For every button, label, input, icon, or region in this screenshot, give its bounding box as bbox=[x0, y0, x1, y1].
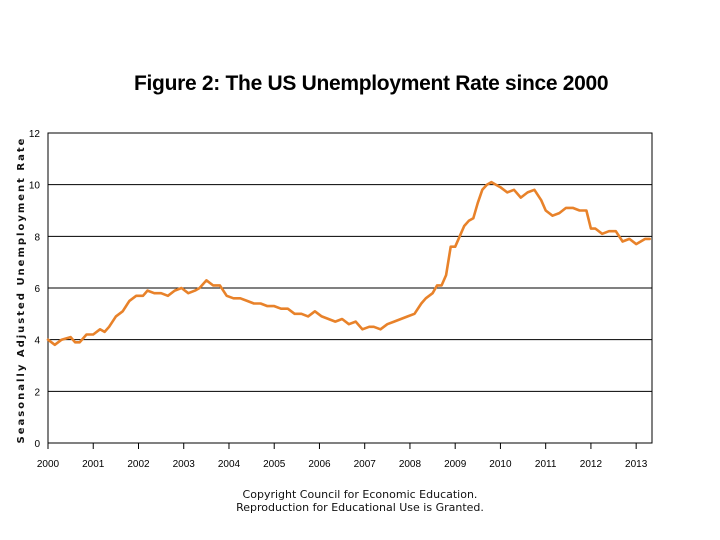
x-tick-label-2000: 2000 bbox=[37, 459, 60, 470]
y-tick-labels: 0 2 4 6 8 10 12 bbox=[29, 129, 41, 450]
y-axis-label: Seasonally Adjusted Unemployment Rate bbox=[16, 137, 27, 444]
x-tick-label-2011: 2011 bbox=[535, 459, 557, 470]
x-tick-label-2002: 2002 bbox=[127, 459, 150, 470]
copyright-footer: Copyright Council for Economic Education… bbox=[180, 488, 540, 514]
y-tick-label-6: 6 bbox=[34, 284, 40, 295]
y-tick-label-8: 8 bbox=[34, 232, 40, 243]
x-tick-label-2009: 2009 bbox=[444, 459, 467, 470]
y-tick-label-10: 10 bbox=[29, 181, 41, 192]
x-tick-label-2010: 2010 bbox=[489, 459, 512, 470]
x-tick-label-2006: 2006 bbox=[308, 459, 331, 470]
x-tick-labels: 2000 2001 2002 2003 2004 2005 2006 2007 2008 2009… bbox=[37, 459, 648, 470]
x-tick-label-2013: 2013 bbox=[625, 459, 648, 470]
y-tick-label-2: 2 bbox=[34, 387, 40, 398]
x-tick-label-2012: 2012 bbox=[580, 459, 603, 470]
x-tick-label-2004: 2004 bbox=[218, 459, 241, 470]
chart-title: Figure 2: The US Unemployment Rate since… bbox=[134, 72, 609, 95]
series-line-unemployment-rate bbox=[46, 180, 652, 347]
x-tick-label-2001: 2001 bbox=[82, 459, 105, 470]
gridlines bbox=[47, 132, 653, 444]
copyright-line-1: Copyright Council for Economic Education… bbox=[242, 488, 478, 501]
copyright-line-2: Reproduction for Educational Use is Gran… bbox=[236, 501, 484, 514]
x-tick-label-2005: 2005 bbox=[263, 459, 286, 470]
y-tick-label-12: 12 bbox=[29, 129, 41, 140]
x-axis bbox=[47, 443, 637, 449]
x-tick-label-2008: 2008 bbox=[399, 459, 422, 470]
x-tick-label-2007: 2007 bbox=[354, 459, 377, 470]
x-tick-label-2003: 2003 bbox=[173, 459, 196, 470]
series-group bbox=[46, 180, 652, 347]
y-tick-label-4: 4 bbox=[34, 336, 40, 347]
y-tick-label-0: 0 bbox=[34, 439, 40, 450]
